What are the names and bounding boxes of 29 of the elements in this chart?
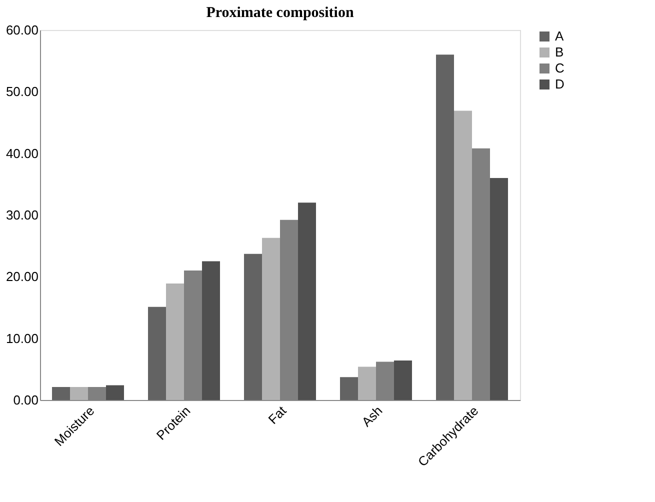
x-tick-label: Fat <box>265 402 290 427</box>
y-tick-label: 20.00 <box>6 269 38 284</box>
bar <box>262 238 280 400</box>
bar <box>70 387 88 400</box>
y-tick-label: 10.00 <box>6 330 38 346</box>
legend-label: B <box>555 44 564 60</box>
legend-label: A <box>555 28 564 44</box>
legend-label: C <box>555 60 564 76</box>
chart-title: Proximate composition <box>206 5 354 21</box>
bar <box>52 387 70 400</box>
x-tick-label: Ash <box>358 403 386 430</box>
y-tick-label: 50.00 <box>6 84 38 100</box>
bar <box>166 283 184 400</box>
bar <box>358 366 376 400</box>
bar <box>202 261 220 400</box>
bar <box>490 178 508 400</box>
legend-label: D <box>555 76 564 92</box>
bar <box>148 306 166 400</box>
y-tick-label: 0.00 <box>13 392 38 408</box>
bar <box>394 360 412 400</box>
y-tick-label: 40.00 <box>6 146 38 161</box>
bar <box>340 377 358 400</box>
bar <box>244 254 262 400</box>
y-tick-label: 60.00 <box>6 22 38 38</box>
y-tick-label: 30.00 <box>6 208 38 222</box>
bar <box>454 110 472 400</box>
bar <box>298 202 316 400</box>
bar <box>106 385 124 400</box>
bar <box>436 54 454 400</box>
